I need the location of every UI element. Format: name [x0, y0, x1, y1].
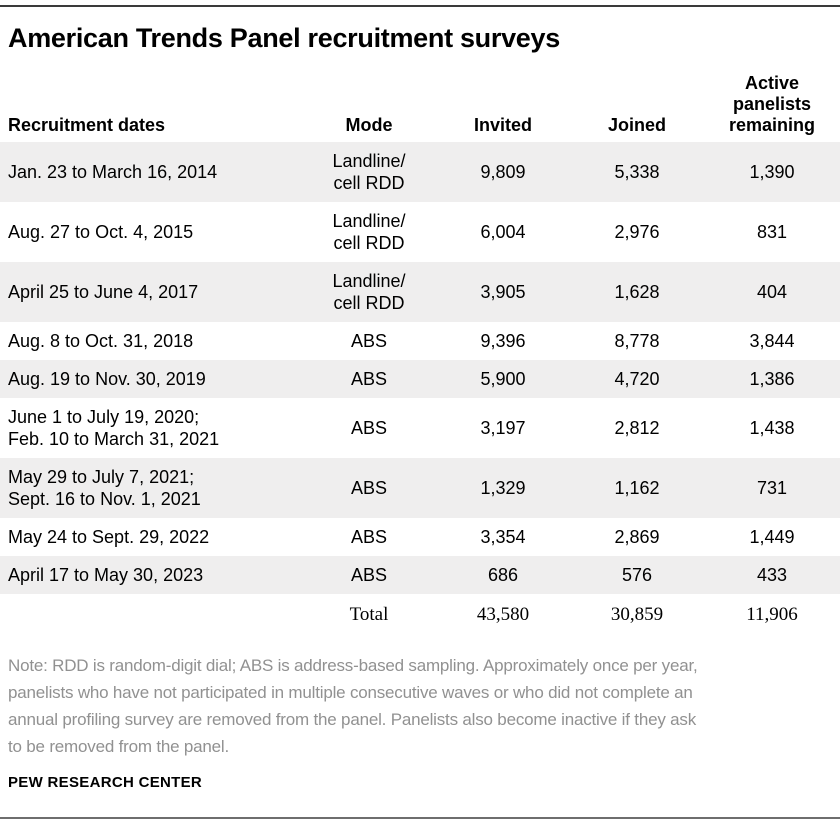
cell-recruitment-dates: Jan. 23 to March 16, 2014	[8, 162, 218, 182]
cell-recruitment-dates: April 17 to May 30, 2023	[8, 565, 204, 585]
table-row: Aug. 19 to Nov. 30, 2019 ABS 5,900 4,720…	[0, 360, 840, 398]
cell-joined: 2,976	[614, 222, 660, 242]
cell-invited: 9,396	[480, 331, 526, 351]
cell-remaining: 3,844	[749, 331, 795, 351]
column-header-recruitment-dates: Recruitment dates	[8, 115, 166, 135]
cell-remaining: 1,449	[749, 527, 795, 547]
table-row: May 24 to Sept. 29, 2022 ABS 3,354 2,869…	[0, 518, 840, 556]
table-total-row: Total 43,580 30,859 11,906	[0, 594, 840, 636]
cell-remaining: 433	[756, 565, 788, 585]
cell-recruitment-dates: Aug. 8 to Oct. 31, 2018	[8, 331, 194, 351]
column-header-invited: Invited	[473, 115, 532, 135]
cell-invited: 686	[487, 565, 519, 585]
cell-recruitment-dates: April 25 to June 4, 2017	[8, 282, 199, 302]
table-header: Recruitment dates Mode Invited Joined Ac…	[0, 61, 840, 142]
cell-joined: 1,162	[614, 478, 660, 498]
cell-joined: 1,628	[614, 282, 660, 302]
top-divider-rule	[0, 5, 840, 7]
cell-total-label: Total	[302, 594, 436, 636]
column-header-active-panelists-label: Active panelists remaining	[728, 73, 816, 135]
cell-invited: 3,354	[480, 527, 526, 547]
cell-joined: 2,812	[614, 418, 660, 438]
cell-mode: Landline/ cell RDD	[332, 271, 406, 313]
cell-total-invited: 43,580	[436, 594, 570, 636]
cell-recruitment-dates: Aug. 19 to Nov. 30, 2019	[8, 369, 206, 389]
source-attribution: PEW RESEARCH CENTER	[8, 774, 203, 791]
cell-recruitment-dates: May 24 to Sept. 29, 2022	[8, 527, 210, 547]
cell-recruitment-dates: June 1 to July 19, 2020; Feb. 10 to Marc…	[8, 407, 220, 449]
table-row: Jan. 23 to March 16, 2014 Landline/ cell…	[0, 142, 840, 202]
cell-mode: ABS	[350, 369, 388, 389]
cell-mode: ABS	[350, 478, 388, 498]
table-header-row: Recruitment dates Mode Invited Joined Ac…	[0, 61, 840, 142]
cell-invited: 9,809	[480, 162, 526, 182]
cell-invited: 6,004	[480, 222, 526, 242]
recruitment-surveys-table: Recruitment dates Mode Invited Joined Ac…	[0, 61, 840, 636]
cell-invited: 1,329	[480, 478, 526, 498]
cell-total-joined: 30,859	[570, 594, 704, 636]
cell-invited: 3,197	[480, 418, 526, 438]
cell-remaining: 404	[756, 282, 788, 302]
cell-total-remaining: 11,906	[704, 594, 840, 636]
footnote-text: Note: RDD is random-digit dial; ABS is a…	[8, 656, 698, 756]
column-header-active-panelists: Active panelists remaining	[704, 61, 840, 142]
cell-remaining: 831	[756, 222, 788, 242]
table-row: Aug. 27 to Oct. 4, 2015 Landline/ cell R…	[0, 202, 840, 262]
table-row: June 1 to July 19, 2020; Feb. 10 to Marc…	[0, 398, 840, 458]
cell-joined: 4,720	[614, 369, 660, 389]
table-row: April 17 to May 30, 2023 ABS 686 576 433	[0, 556, 840, 594]
cell-mode: ABS	[350, 565, 388, 585]
table-row: Aug. 8 to Oct. 31, 2018 ABS 9,396 8,778 …	[0, 322, 840, 360]
cell-joined: 8,778	[614, 331, 660, 351]
cell-invited: 5,900	[480, 369, 526, 389]
cell-mode: ABS	[350, 527, 388, 547]
cell-joined: 5,338	[614, 162, 660, 182]
cell-remaining: 1,386	[749, 369, 795, 389]
cell-recruitment-dates: Aug. 27 to Oct. 4, 2015	[8, 222, 194, 242]
table-row: May 29 to July 7, 2021; Sept. 16 to Nov.…	[0, 458, 840, 518]
cell-joined: 2,869	[614, 527, 660, 547]
cell-remaining: 731	[756, 478, 788, 498]
cell-mode: Landline/ cell RDD	[332, 151, 406, 193]
cell-total-empty	[0, 594, 302, 636]
cell-remaining: 1,390	[749, 162, 795, 182]
cell-joined: 576	[621, 565, 653, 585]
column-header-mode: Mode	[345, 115, 393, 135]
cell-invited: 3,905	[480, 282, 526, 302]
cell-recruitment-dates: May 29 to July 7, 2021; Sept. 16 to Nov.…	[8, 467, 201, 509]
cell-remaining: 1,438	[749, 418, 795, 438]
column-header-joined: Joined	[607, 115, 666, 135]
cell-mode: ABS	[350, 418, 388, 438]
table-row: April 25 to June 4, 2017 Landline/ cell …	[0, 262, 840, 322]
page-title: American Trends Panel recruitment survey…	[8, 23, 560, 53]
cell-mode: ABS	[350, 331, 388, 351]
bottom-divider-rule	[0, 817, 840, 819]
cell-mode: Landline/ cell RDD	[332, 211, 406, 253]
